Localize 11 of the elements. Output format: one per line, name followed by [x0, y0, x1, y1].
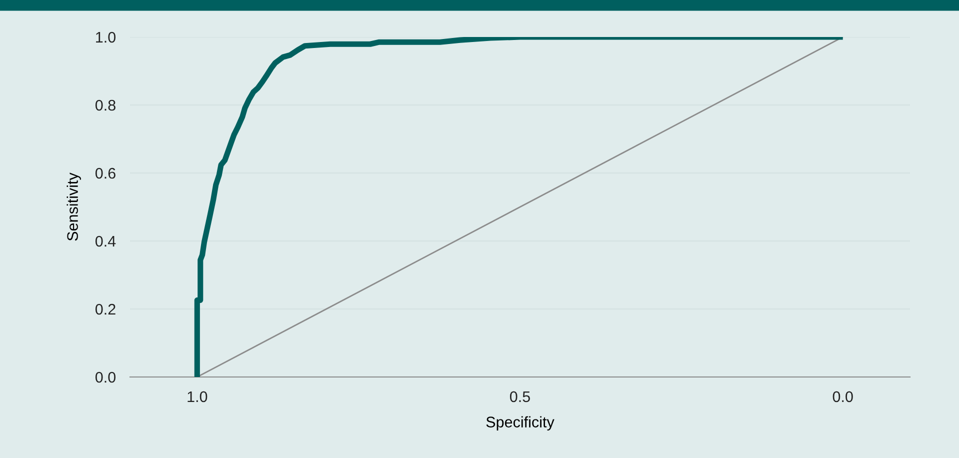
y-tick-label: 0.4 — [95, 236, 116, 247]
x-tick-label: 0.0 — [832, 391, 853, 402]
y-axis-title: Sensitivity — [66, 172, 81, 241]
y-tick-label: 1.0 — [96, 32, 116, 43]
y-tick-label: 0.0 — [95, 372, 116, 383]
x-tick-label: 1.0 — [188, 391, 208, 402]
x-tick-label: 0.5 — [510, 391, 530, 402]
y-tick-label: 0.2 — [95, 304, 116, 315]
x-axis-title: Specificity — [486, 416, 554, 430]
y-tick-label: 0.6 — [95, 168, 116, 179]
y-tick-label: 0.8 — [95, 100, 116, 111]
